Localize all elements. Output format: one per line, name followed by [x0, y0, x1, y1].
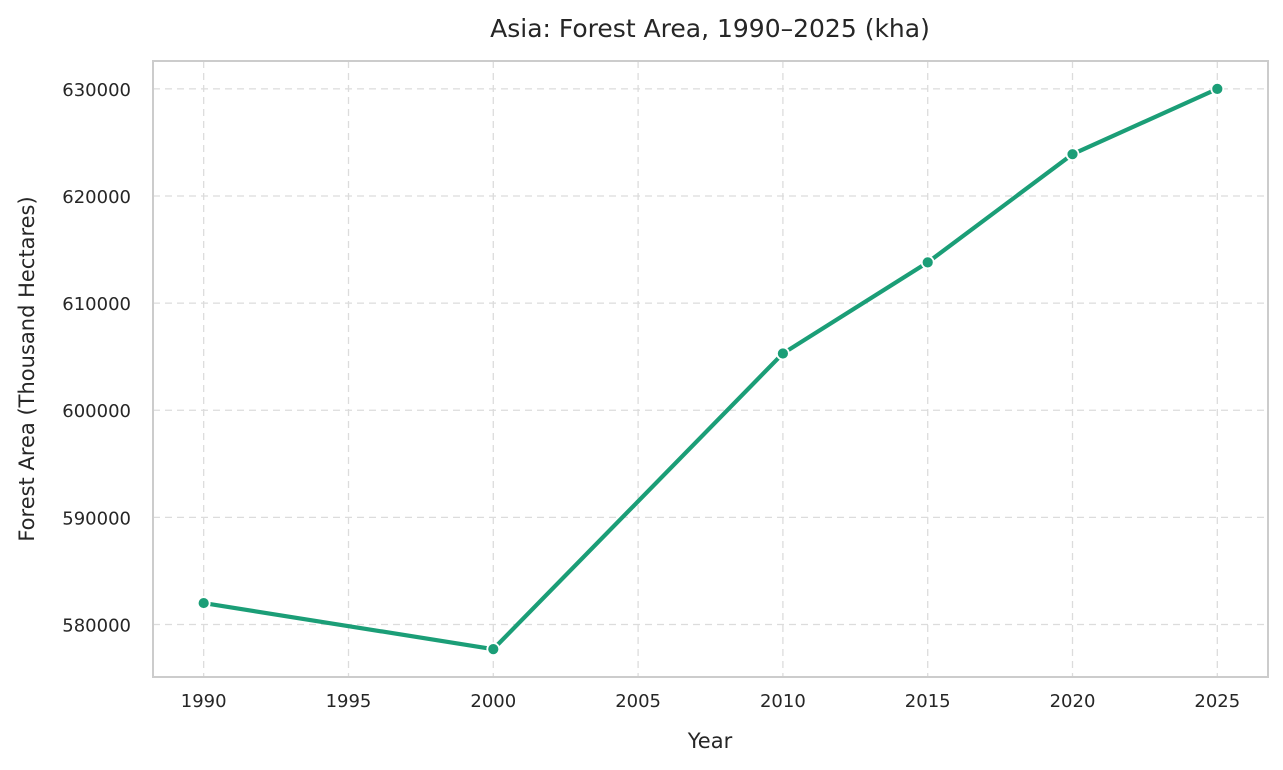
data-point-2020 [1065, 147, 1080, 162]
y-axis-label: Forest Area (Thousand Hectares) [15, 196, 39, 541]
y-tick-label: 590000 [62, 508, 131, 529]
x-tick-label: 2005 [615, 691, 661, 712]
plot-frame [152, 60, 1269, 678]
series-line [201, 86, 1220, 652]
chart-title: Asia: Forest Area, 1990–2025 (kha) [490, 14, 930, 43]
x-tick-label: 2025 [1194, 691, 1240, 712]
series-layer [196, 81, 1225, 657]
grid [153, 61, 1268, 677]
x-axis-label: Year [687, 729, 733, 753]
x-tick-label: 2015 [905, 691, 951, 712]
y-tick-label: 580000 [62, 616, 131, 637]
x-tick-label: 1990 [181, 691, 227, 712]
x-tick-label: 2020 [1050, 691, 1096, 712]
y-tick-label: 610000 [62, 294, 131, 315]
data-point-2015 [920, 255, 935, 270]
y-tick-label: 620000 [62, 187, 131, 208]
y-tick-label: 600000 [62, 401, 131, 422]
data-point-2025 [1210, 81, 1225, 96]
data-point-1990 [196, 596, 211, 610]
y-tick-label: 630000 [62, 80, 131, 101]
data-point-2010 [776, 346, 790, 361]
y-tick-labels: 580000 590000 600000 610000 620000 630000 [62, 80, 131, 637]
x-tick-labels: 1990 1995 2000 2005 2010 2015 2020 2025 [181, 691, 1240, 712]
x-tick-label: 2010 [760, 691, 806, 712]
x-tick-label: 2000 [470, 691, 516, 712]
x-tick-label: 1995 [326, 691, 372, 712]
data-point-2000 [486, 642, 501, 657]
